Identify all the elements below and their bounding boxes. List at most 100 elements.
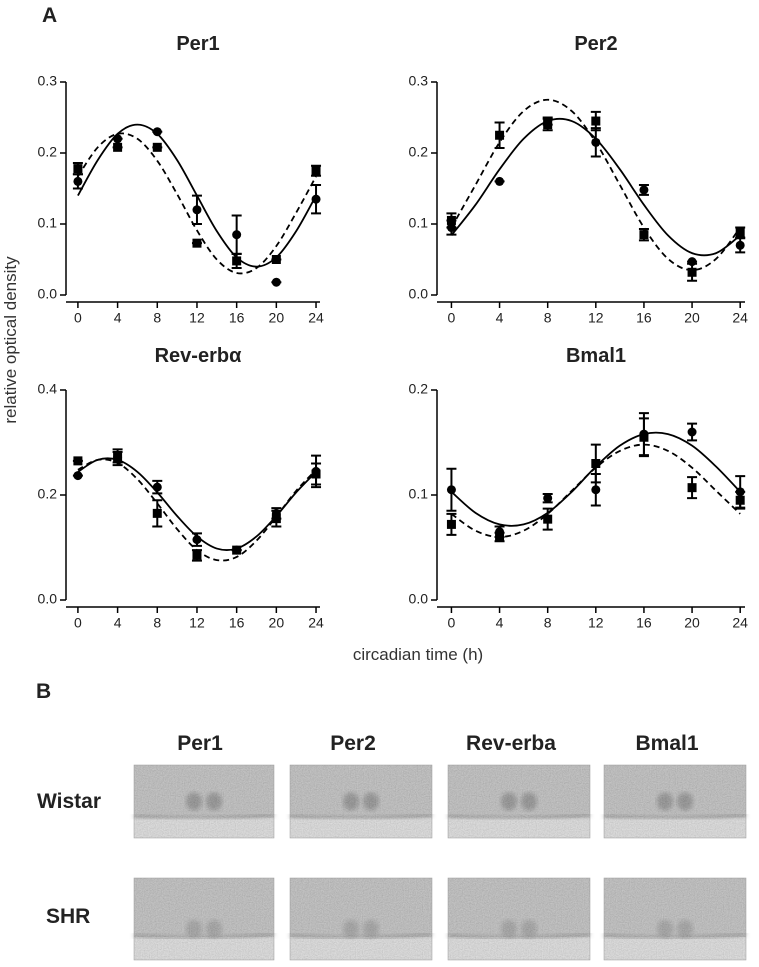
y-tick-label: 0.1 bbox=[409, 215, 429, 231]
marker-square bbox=[73, 456, 83, 466]
marker-square bbox=[271, 255, 281, 264]
y-tick-label: 0.3 bbox=[38, 73, 58, 89]
column-label: Rev-erba bbox=[466, 732, 556, 755]
x-tick-label: 4 bbox=[114, 615, 122, 631]
x-tick-label: 8 bbox=[153, 310, 161, 326]
grain bbox=[604, 878, 746, 960]
grain bbox=[290, 878, 432, 960]
x-tick-label: 8 bbox=[544, 310, 552, 326]
marker-square bbox=[113, 452, 123, 462]
x-tick-label: 20 bbox=[684, 310, 700, 326]
marker-circle bbox=[543, 493, 553, 503]
marker-square bbox=[495, 532, 505, 542]
marker-square bbox=[152, 142, 162, 152]
marker-circle bbox=[73, 471, 83, 481]
marker-circle bbox=[73, 176, 83, 186]
grain bbox=[604, 765, 746, 838]
x-tick-label: 24 bbox=[732, 615, 748, 631]
marker-square bbox=[543, 514, 553, 524]
micrographs bbox=[133, 764, 747, 961]
frame bbox=[133, 764, 275, 839]
row-label: SHR bbox=[46, 905, 90, 928]
row-label: Wistar bbox=[37, 790, 101, 813]
marker-circle bbox=[639, 185, 649, 195]
y-tick-label: 0.1 bbox=[38, 215, 58, 231]
marker-square bbox=[446, 519, 456, 529]
marker-circle bbox=[591, 137, 601, 147]
x-tick-label: 4 bbox=[496, 310, 504, 326]
marker-square bbox=[192, 550, 202, 560]
frame bbox=[289, 877, 433, 961]
x-tick-label: 24 bbox=[732, 310, 748, 326]
x-tick-label: 4 bbox=[496, 615, 504, 631]
x-axis-label: circadian time (h) bbox=[353, 645, 483, 664]
marker-square bbox=[232, 545, 242, 555]
grain bbox=[134, 878, 274, 960]
x-tick-label: 12 bbox=[189, 615, 205, 631]
grain bbox=[290, 765, 432, 838]
column-label: Bmal1 bbox=[635, 732, 698, 755]
chart-title: Rev-erbα bbox=[155, 345, 242, 367]
panel-label: B bbox=[36, 680, 51, 703]
x-tick-label: 16 bbox=[229, 615, 245, 631]
chart-title: Per1 bbox=[176, 33, 219, 55]
y-tick-label: 0.1 bbox=[409, 486, 429, 502]
marker-square bbox=[495, 130, 505, 140]
x-tick-label: 16 bbox=[636, 615, 652, 631]
marker-square bbox=[639, 230, 649, 240]
y-tick-label: 0.0 bbox=[409, 286, 429, 302]
x-tick-label: 20 bbox=[269, 310, 285, 326]
chart-title: Bmal1 bbox=[566, 345, 626, 367]
y-tick-label: 0.2 bbox=[409, 144, 429, 160]
y-tick-label: 0.4 bbox=[38, 381, 58, 397]
marker-square bbox=[639, 432, 649, 442]
marker-square bbox=[232, 256, 242, 266]
marker-square bbox=[113, 142, 123, 152]
grain bbox=[134, 765, 274, 838]
marker-circle bbox=[152, 482, 162, 492]
fit-curve bbox=[77, 132, 317, 275]
x-tick-label: 0 bbox=[74, 615, 82, 631]
panel-label: A bbox=[42, 4, 57, 27]
x-tick-label: 20 bbox=[269, 615, 285, 631]
x-tick-label: 20 bbox=[684, 615, 700, 631]
x-tick-label: 8 bbox=[544, 615, 552, 631]
x-tick-label: 16 bbox=[636, 310, 652, 326]
marker-circle bbox=[192, 535, 202, 545]
marker-square bbox=[73, 164, 83, 174]
marker-square bbox=[591, 459, 601, 468]
frame bbox=[133, 877, 275, 961]
frame bbox=[603, 764, 747, 839]
y-tick-label: 0.0 bbox=[38, 286, 58, 302]
marker-square bbox=[735, 495, 745, 505]
marker-circle bbox=[113, 134, 123, 144]
x-tick-label: 24 bbox=[308, 615, 324, 631]
x-tick-label: 8 bbox=[153, 615, 161, 631]
marker-square bbox=[152, 508, 162, 518]
y-axis-label: relative optical density bbox=[1, 256, 20, 424]
x-tick-label: 12 bbox=[189, 310, 205, 326]
y-tick-label: 0.2 bbox=[38, 486, 58, 502]
marker-circle bbox=[687, 427, 697, 437]
marker-square bbox=[543, 120, 553, 130]
y-tick-label: 0.0 bbox=[409, 591, 429, 607]
marker-square bbox=[311, 469, 321, 479]
marker-square bbox=[311, 166, 321, 176]
marker-circle bbox=[735, 240, 745, 250]
x-tick-label: 4 bbox=[114, 310, 122, 326]
marker-circle bbox=[232, 230, 242, 240]
marker-square bbox=[192, 238, 202, 248]
marker-square bbox=[687, 267, 697, 277]
marker-square bbox=[446, 215, 456, 225]
marker-circle bbox=[192, 205, 202, 215]
grain bbox=[448, 878, 590, 960]
marker-circle bbox=[591, 485, 601, 495]
chart-title: Per2 bbox=[574, 33, 617, 55]
marker-circle bbox=[152, 127, 162, 137]
column-label: Per2 bbox=[330, 732, 376, 755]
frame bbox=[447, 764, 591, 839]
y-tick-label: 0.0 bbox=[38, 591, 58, 607]
y-tick-label: 0.2 bbox=[409, 381, 429, 397]
